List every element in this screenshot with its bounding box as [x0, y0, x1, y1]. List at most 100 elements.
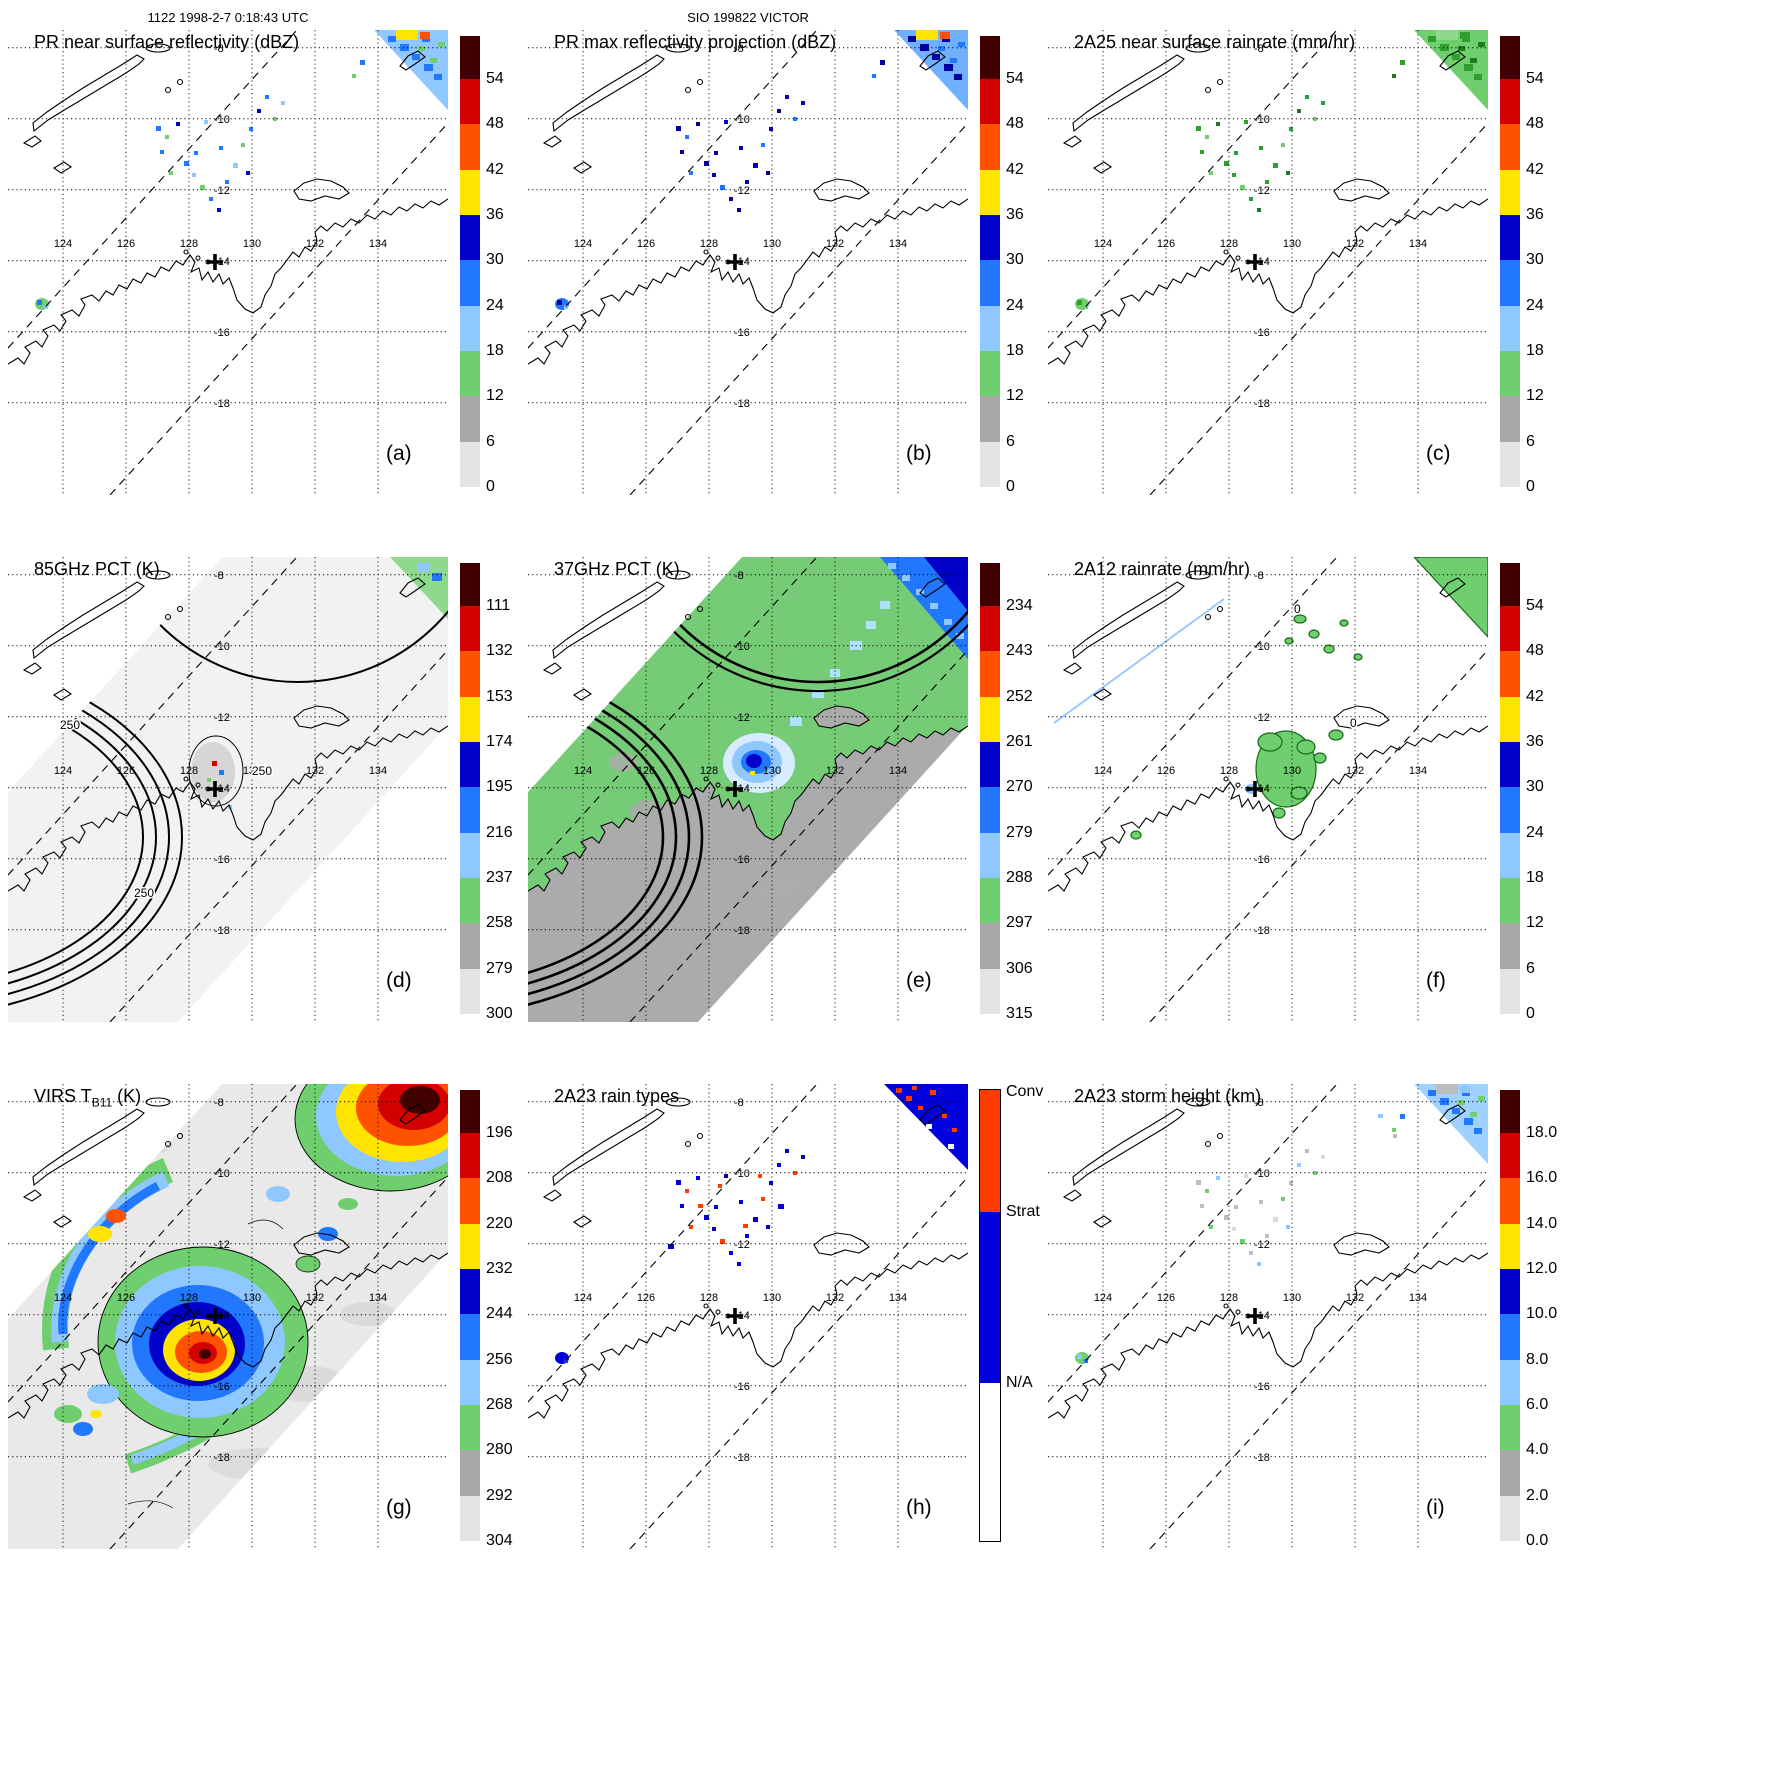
map-37ghz-pct: 124 126 128 130 132 134 -8 -10 -12 -14 -16 -18 — [528, 557, 968, 1022]
colorbar-tick: 243 — [1006, 642, 1033, 660]
colorbar-band — [460, 923, 480, 969]
lon-tick-label: 134 — [369, 765, 387, 777]
panel-h: 124 126 128 130 132 134 -8 -10 -12 -14 -16 -18 2A23… — [528, 1083, 1048, 1564]
colorbar-band — [460, 787, 480, 833]
panel-title: PR max reflectivity projection (dBZ) — [554, 32, 837, 52]
colorbar-band — [980, 169, 1000, 215]
echo-corner-cluster — [872, 30, 968, 110]
colorbar-tick: 258 — [486, 914, 513, 932]
lon-tick-label: 126 — [117, 238, 135, 250]
contour-label: 0 — [1350, 716, 1357, 730]
colorbar-band — [460, 1178, 480, 1224]
colorbar-i: 18.0 16.0 14.0 12.0 10.0 8.0 6.0 4.0 2.0 0.0 — [1500, 1090, 1557, 1549]
colorbar-tick: 24 — [1526, 823, 1544, 841]
colorbar-band — [1500, 214, 1520, 261]
panel-f: 124 126 128 130 132 134 -8 -10 -12 -14 -16 -18 0 0 2A… — [1048, 557, 1568, 1037]
colorbar-tick: Strat — [1006, 1202, 1040, 1220]
colorbar-band — [1500, 696, 1520, 742]
colorbar-tick: 261 — [1006, 732, 1033, 750]
colorbar-band — [1500, 305, 1520, 351]
panel-a: 124 126 128 130 132 134 -8 -10 -12 -14 -16 -18 PR n… — [8, 30, 528, 510]
lat-tick-label: -14 — [1254, 256, 1270, 268]
colorbar-band — [1500, 1404, 1520, 1451]
lon-tick-label: 124 — [1094, 238, 1112, 250]
colorbar-band — [1500, 563, 1520, 606]
colorbar-d: 111 132 153 174 195 216 237 258 279 300 — [460, 563, 513, 1022]
colorbar-band — [460, 260, 480, 306]
lon-tick-label: 134 — [369, 238, 387, 250]
lon-tick-label: 130 — [1283, 765, 1301, 777]
colorbar-band — [460, 968, 480, 1014]
colorbar-band — [460, 696, 480, 742]
map-2a23-storm-height: 124 126 128 130 132 134 -8 -10 -12 -14 -16 -18 — [1048, 1084, 1488, 1549]
colorbar-band — [460, 605, 480, 652]
colorbar-band — [460, 741, 480, 788]
colorbar-tick: 54 — [1006, 69, 1024, 87]
lon-tick-label: 130 — [243, 238, 261, 250]
colorbar-band — [980, 1383, 1000, 1541]
colorbar-band — [980, 1211, 1000, 1384]
colorbar-tick: 252 — [1006, 687, 1033, 705]
colorbar-tick: 132 — [486, 642, 513, 660]
colorbar-tick: 48 — [1526, 115, 1544, 133]
colorbar-band — [980, 124, 1000, 170]
colorbar-band — [1500, 1359, 1520, 1405]
lon-tick-label: 130 — [1283, 1292, 1301, 1304]
colorbar-tick: 288 — [1006, 868, 1033, 886]
colorbar-tick: 18 — [486, 341, 504, 359]
lat-tick-label: -14 — [1254, 1310, 1270, 1322]
colorbar-band — [460, 1314, 480, 1360]
colorbar-tick: 315 — [1006, 1005, 1033, 1022]
echo-left-blob — [555, 298, 569, 310]
colorbar-band — [1500, 350, 1520, 397]
colorbar-band — [1500, 1450, 1520, 1496]
colorbar-tick: 0 — [1006, 478, 1015, 495]
colorbar-band — [1500, 1223, 1520, 1269]
panel-d: 124 126 128 130 132 134 -8 -10 -12 -14 -16 -18 250 25… — [8, 557, 528, 1037]
colorbar-tick: 0 — [1526, 478, 1535, 495]
lat-tick-label: -12 — [214, 712, 230, 724]
panel-title: 85GHz PCT (K) — [34, 559, 160, 579]
colorbar-tick: Conv — [1006, 1083, 1044, 1100]
colorbar-band — [1500, 877, 1520, 924]
lat-tick-label: -8 — [1254, 43, 1264, 55]
lat-tick-label: -8 — [734, 1097, 744, 1109]
colorbar-band — [980, 563, 1000, 606]
lat-tick-label: -14 — [214, 256, 230, 268]
storm-core — [97, 1246, 309, 1438]
colorbar-band — [980, 696, 1000, 742]
colorbar-tick: 292 — [486, 1486, 513, 1504]
colorbar-band — [460, 350, 480, 397]
lat-tick-label: -14 — [214, 783, 230, 795]
lon-tick-label: 128 — [180, 238, 198, 250]
colorbar-band — [460, 651, 480, 697]
panel-g: 124 126 128 130 132 134 -8 -10 -12 -14 -16 -18 VIRS… — [8, 1084, 528, 1564]
lon-tick-label: 134 — [889, 1292, 907, 1304]
colorbar-tick: N/A — [1006, 1374, 1033, 1392]
coastline — [1048, 570, 1488, 892]
lon-tick-label: 134 — [1409, 238, 1427, 250]
colorbar-tick: 18 — [1526, 341, 1544, 359]
colorbar-band — [460, 1090, 480, 1133]
colorbar-f: 54 48 42 36 30 24 18 12 6 0 — [1500, 563, 1544, 1022]
lon-tick-label: 126 — [637, 765, 655, 777]
lon-tick-label: 132 — [1346, 765, 1364, 777]
colorbar-band — [460, 1404, 480, 1451]
colorbar-tick: 304 — [486, 1532, 513, 1549]
colorbar-tick: 279 — [1006, 823, 1033, 841]
lat-tick-label: -12 — [734, 712, 750, 724]
colorbar-tick: 18 — [1526, 868, 1544, 886]
colorbar-tick: 6 — [486, 432, 495, 450]
lon-tick-label: 126 — [1157, 765, 1175, 777]
colorbar-band — [460, 441, 480, 487]
colorbar-band — [460, 78, 480, 125]
colorbar-band — [1500, 260, 1520, 306]
colorbar-band — [980, 441, 1000, 487]
lat-tick-label: -10 — [1254, 641, 1270, 653]
lat-tick-label: -10 — [734, 114, 750, 126]
lon-tick-label: 126 — [117, 1292, 135, 1304]
lat-tick-label: -18 — [214, 398, 230, 410]
hot-tower-corner — [294, 1084, 448, 1192]
rain-corner-cluster — [1392, 30, 1488, 110]
colorbar-band — [1500, 1495, 1520, 1541]
